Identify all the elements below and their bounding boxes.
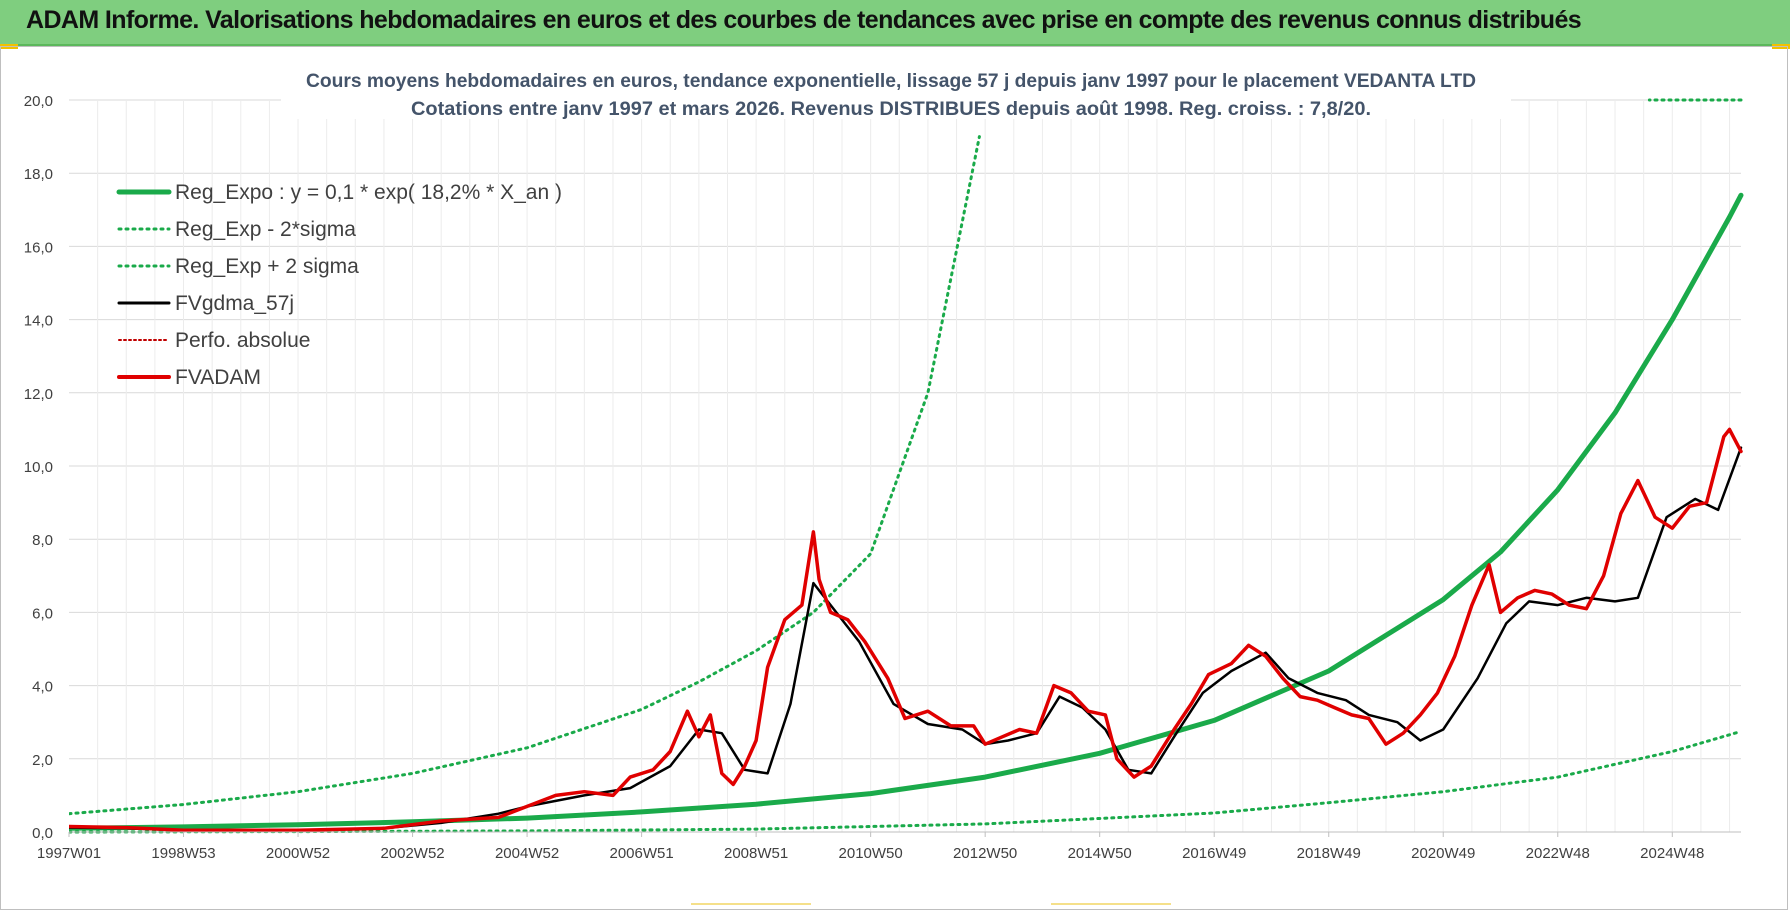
legend-label-reg_expo: Reg_Expo : y = 0,1 * exp( 18,2% * X_an ) xyxy=(175,181,562,204)
x-tick-label: 2016W49 xyxy=(1182,845,1246,862)
x-tick-label: 2004W52 xyxy=(495,845,559,862)
y-tick-label: 16,0 xyxy=(24,239,53,256)
y-tick-label: 14,0 xyxy=(24,313,53,330)
footer-accent-1 xyxy=(691,903,811,905)
legend-label-perfo: Perfo. absolue xyxy=(175,329,310,352)
legend-label-reg_plus: Reg_Exp + 2 sigma xyxy=(175,255,359,278)
legend-label-reg_minus: Reg_Exp - 2*sigma xyxy=(175,218,356,241)
chart-area: 0,0 2,0 4,0 6,0 8,0 10,0 12,0 14,0 16,0 18,0 20,0 1… xyxy=(24,55,1744,862)
x-tick-label: 2010W50 xyxy=(839,845,903,862)
series-line-fvadam xyxy=(69,427,1743,832)
legend-label-fvgdma: FVgdma_57j xyxy=(175,292,294,315)
x-tick-label: 2024W48 xyxy=(1640,845,1704,862)
chart-title: Cours moyens hebdomadaires en euros, ten… xyxy=(306,71,1476,92)
series-line-fvgdma xyxy=(69,446,1743,832)
chart-legend: Reg_Expo : y = 0,1 * exp( 18,2% * X_an )… xyxy=(116,181,562,389)
x-tick-label: 2020W49 xyxy=(1411,845,1475,862)
y-tick-label: 10,0 xyxy=(24,459,53,476)
y-tick-label: 8,0 xyxy=(32,532,53,549)
report-title: ADAM Informe. Valorisations hebdomadaire… xyxy=(26,6,1582,34)
y-tick-label: 2,0 xyxy=(32,752,53,769)
y-tick-label: 4,0 xyxy=(32,679,53,696)
footer-accent-2 xyxy=(1051,903,1171,905)
y-tick-label: 0,0 xyxy=(32,825,53,842)
x-tick-label: 2006W51 xyxy=(609,845,673,862)
x-tick-label: 2012W50 xyxy=(953,845,1017,862)
x-tick-label: 1998W53 xyxy=(151,845,215,862)
series-line-reg_plus xyxy=(69,135,981,816)
x-tick-label: 2022W48 xyxy=(1526,845,1590,862)
y-tick-label: 6,0 xyxy=(32,605,53,622)
x-tick-label: 2018W49 xyxy=(1297,845,1361,862)
series-line-reg_expo xyxy=(69,192,1744,831)
chart-frame: 0,0 2,0 4,0 6,0 8,0 10,0 12,0 14,0 16,0 18,0 20,0 1… xyxy=(0,46,1788,910)
report-banner: ADAM Informe. Valorisations hebdomadaire… xyxy=(0,0,1790,46)
chart-subtitle: Cotations entre janv 1997 et mars 2026. … xyxy=(411,99,1371,120)
y-tick-label: 12,0 xyxy=(24,386,53,403)
x-tick-label: 2008W51 xyxy=(724,845,788,862)
legend-label-fvadam: FVADAM xyxy=(175,366,261,389)
x-tick-label: 2014W50 xyxy=(1068,845,1132,862)
y-tick-label: 20,0 xyxy=(24,93,53,110)
x-tick-label: 1997W01 xyxy=(37,845,101,862)
y-tick-label: 18,0 xyxy=(24,166,53,183)
series-line-reg_minus xyxy=(69,729,1743,834)
x-tick-label: 2002W52 xyxy=(380,845,444,862)
x-tick-label: 2000W52 xyxy=(266,845,330,862)
